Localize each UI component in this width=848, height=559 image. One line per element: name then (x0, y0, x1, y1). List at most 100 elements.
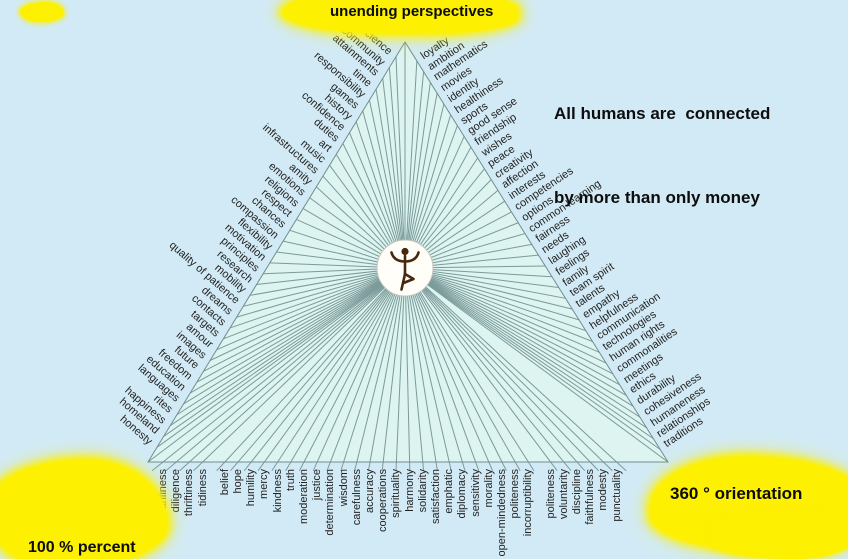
spoke-line (257, 267, 406, 472)
spoke-line (404, 267, 521, 471)
spoke-line (404, 82, 431, 269)
spoke-line (216, 267, 406, 351)
caption-line-2: by more than only money (554, 188, 760, 207)
spoke-line (368, 99, 406, 269)
spoke-line (209, 267, 406, 361)
caption: All humans are connected by more than on… (554, 44, 770, 268)
value-label: harmony (403, 469, 416, 512)
banner-line: 100 % percent (28, 539, 136, 556)
spoke-line (395, 56, 406, 269)
value-label: belief (218, 469, 231, 496)
spoke-line (375, 89, 406, 269)
spoke-line (404, 267, 452, 471)
spoke-line (179, 267, 406, 472)
value-label: emphatic (443, 469, 456, 514)
spoke-line (193, 267, 406, 472)
value-label: cooperations (377, 469, 390, 532)
value-label: thriftiness (183, 469, 196, 517)
spoke-line (404, 93, 438, 269)
value-label: incorruptibility (522, 469, 535, 537)
spoke-line (404, 267, 620, 386)
value-label: justice (311, 469, 324, 501)
spoke-line (216, 267, 406, 472)
spoke-line (151, 267, 406, 472)
value-label: diligence (170, 469, 183, 513)
dancer-part (401, 247, 409, 256)
value-label: solidarity (416, 469, 429, 513)
spoke-line (404, 267, 654, 440)
spoke-line (388, 67, 406, 269)
spoke-line (230, 267, 406, 472)
spoke-line (404, 267, 535, 471)
value-label: moderation (298, 469, 310, 525)
spoke-line (404, 267, 507, 471)
spoke-line (223, 267, 406, 340)
spoke-line (404, 267, 614, 375)
spoke-line (367, 267, 406, 471)
spoke-line (404, 267, 627, 472)
spoke-line (404, 267, 494, 471)
value-label: modesty (597, 469, 610, 511)
spoke-line (326, 267, 406, 471)
spoke-line (404, 267, 572, 472)
banner-bottom-right-text: 360 ° orientation (670, 484, 803, 503)
spoke-line (312, 267, 406, 471)
spoke-line (404, 267, 669, 463)
spoke-line (404, 267, 661, 450)
spoke-line (404, 267, 425, 471)
value-label: humility (245, 469, 258, 507)
spoke-line (404, 267, 480, 471)
spoke-line (404, 71, 425, 269)
spoke-line (354, 267, 406, 471)
value-label: kindness (271, 469, 284, 513)
value-label: carefulness (350, 469, 363, 526)
spoke-line (404, 267, 580, 321)
spoke-line (299, 267, 406, 471)
spoke-line (404, 267, 466, 471)
value-label: discipline (571, 469, 583, 515)
value-label: morality (482, 469, 495, 508)
value-label: voluntarity (557, 469, 570, 520)
value-label: faithfulness (584, 469, 597, 525)
spoke-line (395, 267, 406, 471)
value-label: determination (324, 469, 337, 536)
dancer-pose-icon (390, 247, 420, 291)
spoke-line (404, 267, 558, 472)
triangle-outline (147, 41, 669, 463)
value-label: truth (284, 469, 297, 492)
spoke-line (404, 267, 647, 429)
spoke-line (340, 267, 406, 471)
spoke-line (404, 267, 641, 418)
banner-bottom-left-text: 100 % percent Information (28, 483, 136, 559)
spoke-line (165, 267, 406, 472)
spoke-line (404, 267, 627, 396)
value-label: punctuality (610, 469, 623, 522)
spoke-line (183, 267, 406, 405)
spoke-line (404, 267, 438, 471)
value-label: mercy (258, 469, 271, 499)
value-label: satisfaction (430, 469, 442, 525)
paint-speck (20, 2, 64, 22)
spoke-line (404, 267, 600, 353)
value-label: accuracy (364, 469, 376, 514)
spoke-line (285, 267, 406, 471)
spoke-line (404, 60, 418, 269)
spoke-line (404, 267, 593, 342)
spoke-line (243, 267, 406, 472)
spoke-line (189, 267, 406, 394)
spoke-line (404, 267, 599, 472)
dancer-part (402, 272, 415, 285)
spoke-line (163, 267, 406, 437)
spoke-line (229, 267, 406, 329)
value-label: open-mindedness (496, 469, 508, 557)
spoke-line (236, 267, 406, 318)
spoke-line (404, 267, 634, 407)
value-label: spirituality (390, 469, 403, 518)
value-label: politeness (544, 469, 557, 519)
spoke-line (169, 267, 406, 427)
spoke-line (404, 267, 573, 310)
spoke-line (203, 267, 406, 372)
banner-top-text: unending perspectives (330, 3, 494, 20)
